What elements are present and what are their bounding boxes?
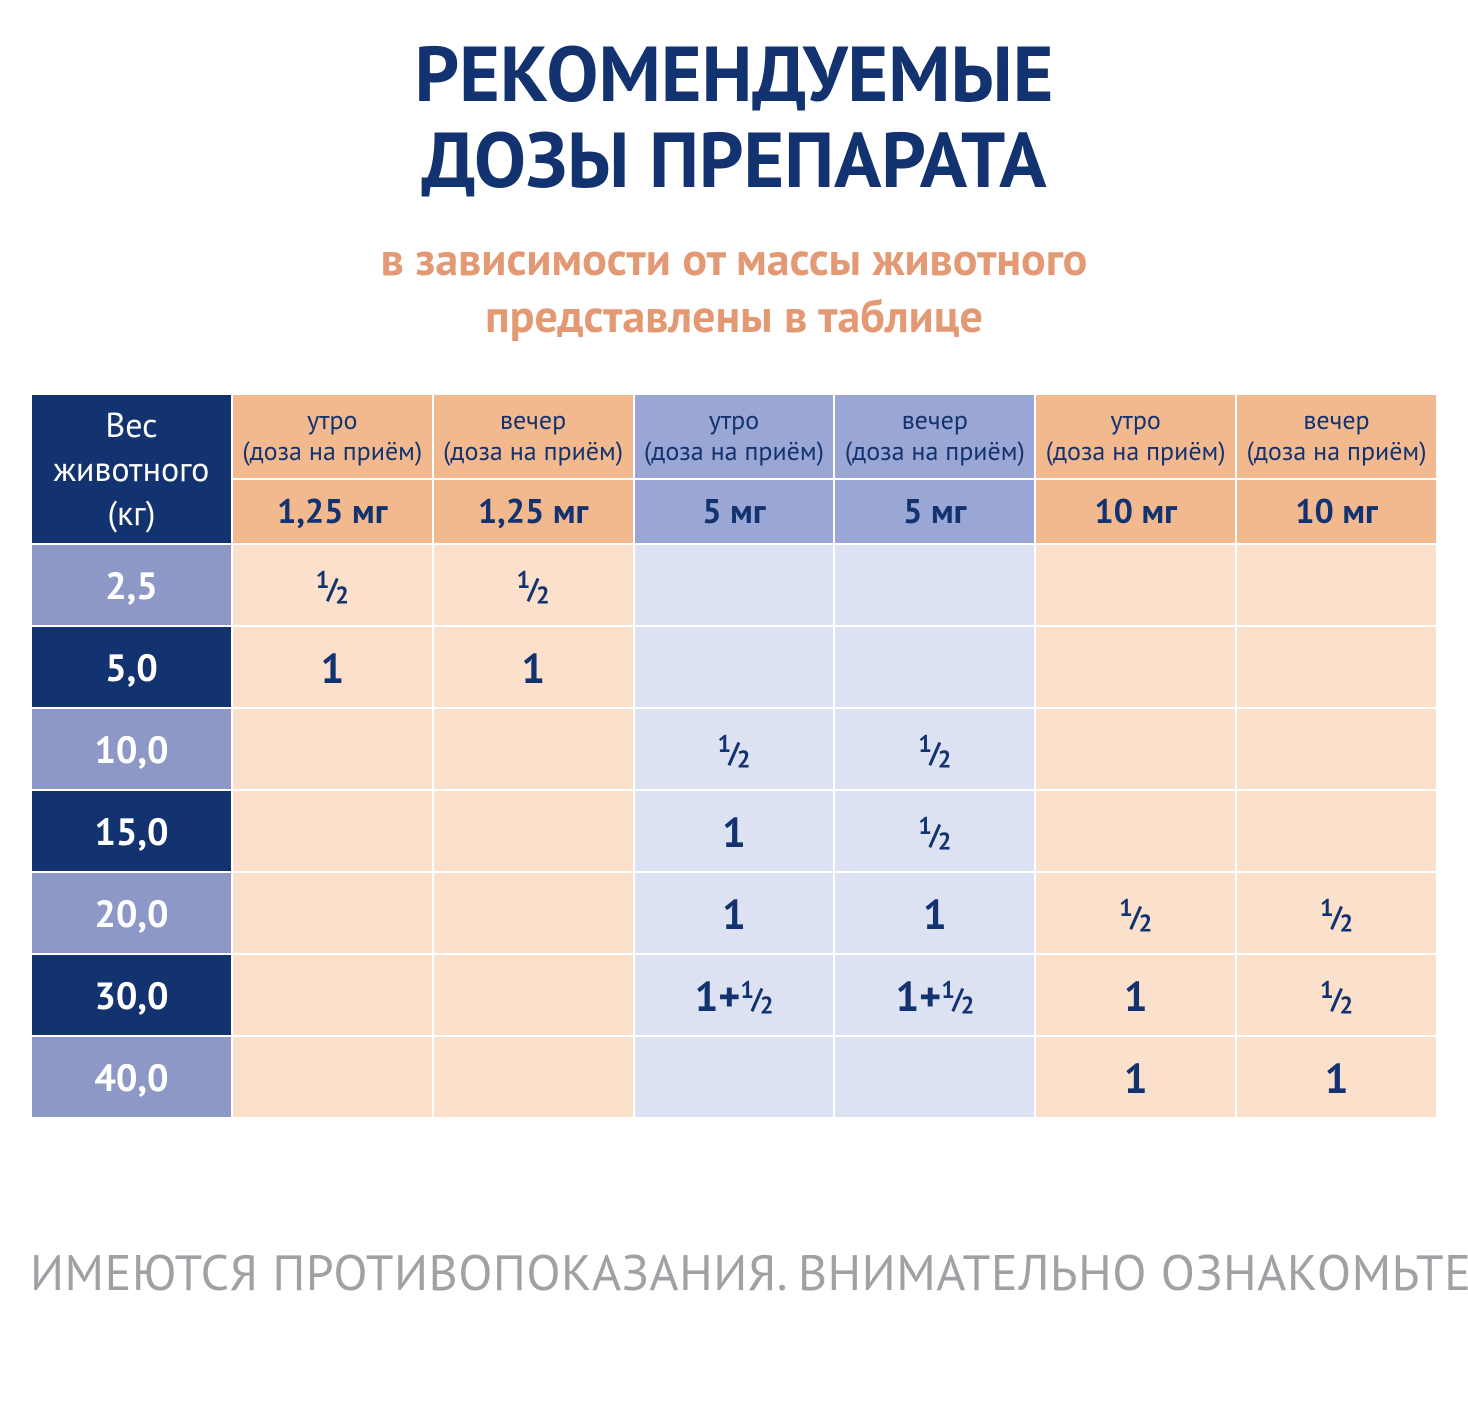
table-row: 10,0 1/21/2 — [32, 709, 1436, 789]
weight-cell: 15,0 — [32, 791, 231, 871]
dose-cell — [1036, 545, 1235, 625]
dose-cell — [1237, 627, 1436, 707]
weight-header: Весживотного(кг) — [32, 395, 231, 544]
dose-cell: 1 — [1036, 1037, 1235, 1117]
dose-cell — [635, 545, 834, 625]
dose-cell — [434, 873, 633, 953]
dose-cell: 1 — [1036, 955, 1235, 1035]
dose-cell — [434, 791, 633, 871]
dose-strength-header: 1,25 мг — [434, 480, 633, 544]
col-morning-header: утро(доза на приём) — [635, 395, 834, 478]
dose-cell — [233, 873, 432, 953]
table-row: 15,0 11/2 — [32, 791, 1436, 871]
dose-cell: 1 — [635, 791, 834, 871]
dose-cell: 1+1/2 — [835, 955, 1034, 1035]
weight-cell: 30,0 — [32, 955, 231, 1035]
dose-strength-header: 10 мг — [1036, 480, 1235, 544]
dose-strength-header: 10 мг — [1237, 480, 1436, 544]
title-line-2: ДОЗЫ ПРЕПАРАТА — [422, 108, 1047, 209]
col-morning-header: утро(доза на приём) — [233, 395, 432, 478]
dose-cell: 1/2 — [835, 791, 1034, 871]
dose-cell — [434, 1037, 633, 1117]
dose-cell: 1/2 — [1237, 873, 1436, 953]
dose-cell — [233, 709, 432, 789]
weight-cell: 40,0 — [32, 1037, 231, 1117]
dose-cell — [1237, 709, 1436, 789]
weight-cell: 20,0 — [32, 873, 231, 953]
page-subtitle: в зависимости от массы животного предста… — [30, 230, 1438, 345]
table-row: 2,51/21/2 — [32, 545, 1436, 625]
dose-cell — [1237, 545, 1436, 625]
dose-cell — [1036, 709, 1235, 789]
table-row: 40,0 11 — [32, 1037, 1436, 1117]
dose-cell — [1036, 627, 1235, 707]
dose-cell: 1 — [1237, 1037, 1436, 1117]
dose-strength-header: 5 мг — [835, 480, 1034, 544]
table-header: Весживотного(кг)утро(доза на приём)вечер… — [32, 395, 1436, 544]
dose-cell — [233, 955, 432, 1035]
col-morning-header: утро(доза на приём) — [1036, 395, 1235, 478]
dose-cell — [233, 791, 432, 871]
dose-cell — [835, 627, 1034, 707]
dose-cell — [1237, 791, 1436, 871]
dose-cell — [635, 1037, 834, 1117]
dose-cell: 1+1/2 — [635, 955, 834, 1035]
subtitle-line-1: в зависимости от массы животного — [381, 228, 1088, 288]
dose-cell: 1 — [233, 627, 432, 707]
subtitle-line-2: представлены в таблице — [485, 285, 983, 345]
table-body: 2,51/21/25,01110,01/21/215,011/220,0111/… — [32, 545, 1436, 1117]
disclaimer-text: ИМЕЮТСЯ ПРОТИВОПОКАЗАНИЯ. ВНИМАТЕЛЬНО ОЗ… — [30, 1239, 1438, 1304]
dose-cell: 1/2 — [1237, 955, 1436, 1035]
dose-cell: 1/2 — [835, 709, 1034, 789]
col-evening-header: вечер(доза на приём) — [835, 395, 1034, 478]
weight-cell: 2,5 — [32, 545, 231, 625]
col-evening-header: вечер(доза на приём) — [434, 395, 633, 478]
table-row: 20,0111/21/2 — [32, 873, 1436, 953]
dose-cell: 1/2 — [635, 709, 834, 789]
dose-cell — [835, 545, 1034, 625]
dose-cell — [434, 709, 633, 789]
table-row: 5,011 — [32, 627, 1436, 707]
dose-strength-header: 5 мг — [635, 480, 834, 544]
dose-cell — [434, 955, 633, 1035]
dose-cell — [835, 1037, 1034, 1117]
dose-cell: 1 — [434, 627, 633, 707]
dose-cell: 1/2 — [434, 545, 633, 625]
dosage-table: Весживотного(кг)утро(доза на приём)вечер… — [30, 393, 1438, 1120]
dose-cell — [233, 1037, 432, 1117]
dose-strength-header: 1,25 мг — [233, 480, 432, 544]
dose-cell: 1/2 — [233, 545, 432, 625]
weight-cell: 10,0 — [32, 709, 231, 789]
dose-cell — [635, 627, 834, 707]
col-evening-header: вечер(доза на приём) — [1237, 395, 1436, 478]
dose-cell: 1 — [835, 873, 1034, 953]
page-title: РЕКОМЕНДУЕМЫЕ ДОЗЫ ПРЕПАРАТА — [30, 30, 1438, 202]
dose-cell: 1 — [635, 873, 834, 953]
dose-cell — [1036, 791, 1235, 871]
dose-cell: 1/2 — [1036, 873, 1235, 953]
table-row: 30,01+1/21+1/211/2 — [32, 955, 1436, 1035]
weight-cell: 5,0 — [32, 627, 231, 707]
